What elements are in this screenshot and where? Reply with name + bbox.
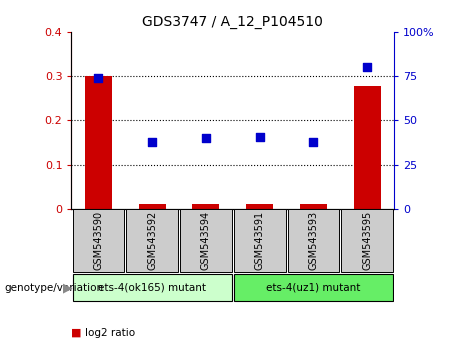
FancyBboxPatch shape [288,210,339,272]
Point [202,135,210,141]
Text: GSM543593: GSM543593 [308,211,319,270]
Text: GSM543590: GSM543590 [93,211,103,270]
Point [310,140,317,145]
Point [364,64,371,70]
Text: GSM543595: GSM543595 [362,211,372,270]
Bar [139,205,165,209]
FancyBboxPatch shape [72,274,232,301]
Bar [246,205,273,209]
FancyBboxPatch shape [342,210,393,272]
FancyBboxPatch shape [234,274,393,301]
FancyBboxPatch shape [72,210,124,272]
Title: GDS3747 / A_12_P104510: GDS3747 / A_12_P104510 [142,16,323,29]
Bar [354,86,381,209]
Bar [300,204,327,209]
FancyBboxPatch shape [126,210,178,272]
Text: ▶: ▶ [64,281,73,294]
Bar [193,204,219,209]
FancyBboxPatch shape [234,210,285,272]
Text: ets-4(ok165) mutant: ets-4(ok165) mutant [98,282,206,293]
Text: GSM543592: GSM543592 [147,211,157,270]
Bar [85,76,112,209]
Text: GSM543591: GSM543591 [254,211,265,270]
Text: log2 ratio: log2 ratio [85,328,136,338]
Point [95,75,102,81]
FancyBboxPatch shape [180,210,232,272]
Text: genotype/variation: genotype/variation [5,282,104,293]
Point [256,135,263,140]
Text: ■: ■ [71,328,82,338]
Text: GSM543594: GSM543594 [201,211,211,270]
Text: ets-4(uz1) mutant: ets-4(uz1) mutant [266,282,361,293]
Point [148,140,156,145]
